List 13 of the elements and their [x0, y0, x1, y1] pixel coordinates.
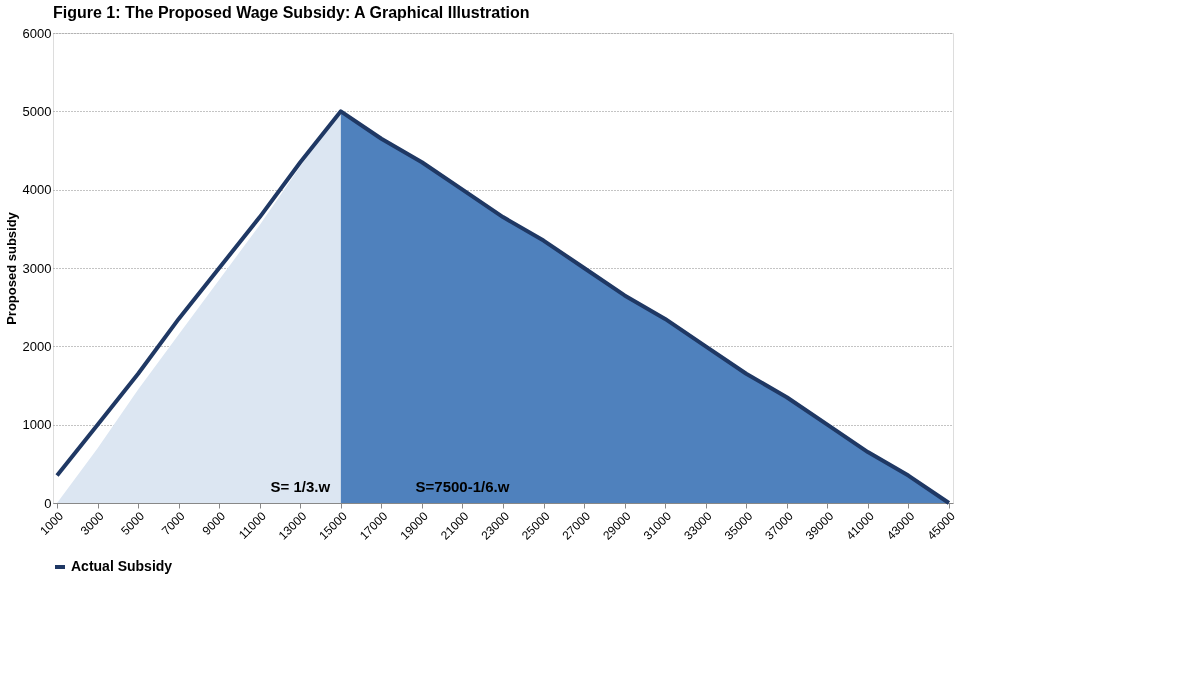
y-tick-label: 6000 [22, 25, 52, 41]
legend-label: Actual Subsidy [71, 558, 173, 574]
y-tick-label: 5000 [22, 103, 52, 119]
line-series [55, 109, 951, 505]
annotation: S= 1/3.w [270, 478, 331, 495]
y-tick-label: 3000 [22, 260, 52, 276]
chart-title: Figure 1: The Proposed Wage Subsidy: A Graphical Illustration [53, 4, 530, 21]
annotation: S=7500-1/6.w [415, 478, 510, 495]
y-axis-title: Proposed subsidy [3, 211, 19, 325]
y-tick-label: 2000 [22, 338, 52, 354]
y-tick-label: 0 [44, 495, 52, 511]
y-tick-label: 1000 [22, 417, 52, 433]
y-tick-label: 4000 [22, 182, 52, 198]
